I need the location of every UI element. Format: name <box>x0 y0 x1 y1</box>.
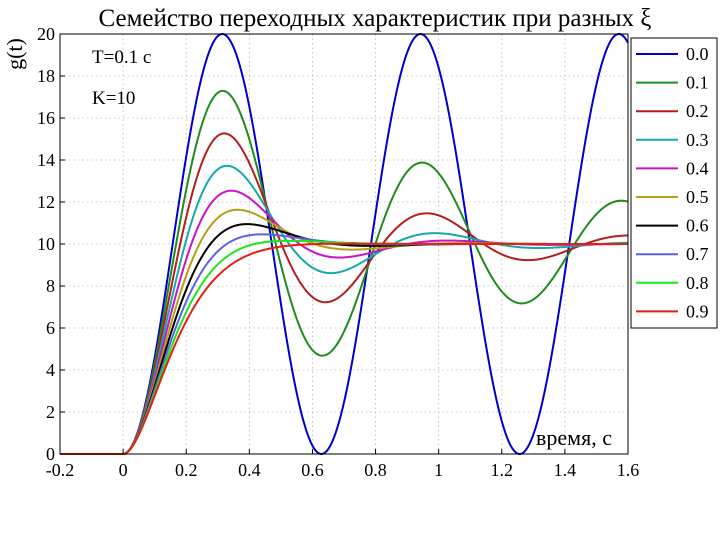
x-tick-label: 0.2 <box>175 460 198 480</box>
annotation-gain: K=10 <box>92 88 135 109</box>
x-tick-label: 0.4 <box>238 460 261 480</box>
legend-label: 0.8 <box>686 273 709 293</box>
x-tick-label: 0.6 <box>301 460 324 480</box>
y-tick-label: 2 <box>46 402 55 422</box>
y-tick-label: 0 <box>46 444 55 464</box>
legend-label: 0.9 <box>686 301 709 321</box>
legend: 0.0 0.1 0.2 0.3 0.4 0.5 0.6 0.7 0.8 0.9 <box>630 37 718 329</box>
tick-labels: -0.2 0 0.2 0.4 0.6 0.8 1 1.2 1.4 1.60246810121416… <box>37 24 639 480</box>
legend-label: 0.3 <box>686 130 709 150</box>
series-line-0.1 <box>59 89 629 455</box>
y-tick-label: 10 <box>37 234 55 254</box>
legend-label: 0.5 <box>686 187 709 207</box>
series-line-0.3 <box>59 164 629 455</box>
x-tick-label: 1.4 <box>554 460 577 480</box>
series-line-0.9 <box>59 242 629 455</box>
legend-label: 0.4 <box>686 158 709 178</box>
legend-label: 0.7 <box>686 244 709 264</box>
y-tick-label: 20 <box>37 24 55 44</box>
y-tick-label: 12 <box>37 192 55 212</box>
y-axis-label: g(t) <box>2 38 27 70</box>
x-tick-label: 1 <box>434 460 443 480</box>
annotation-time-constant: T=0.1 с <box>92 47 151 68</box>
y-tick-label: 8 <box>46 276 55 296</box>
y-tick-label: 18 <box>37 66 55 86</box>
x-tick-label: 1.2 <box>491 460 514 480</box>
x-tick-label: 0.8 <box>364 460 387 480</box>
y-tick-label: 16 <box>37 108 55 128</box>
legend-label: 0.6 <box>686 216 709 236</box>
x-tick-label: -0.2 <box>46 460 75 480</box>
series-layer <box>59 33 629 455</box>
y-tick-label: 14 <box>37 150 55 170</box>
chart-title: Семейство переходных характеристик при р… <box>99 5 652 32</box>
series-line-0.0 <box>59 33 629 455</box>
x-axis-label: время, с <box>536 425 612 450</box>
y-tick-label: 6 <box>46 318 55 338</box>
legend-box <box>630 37 718 329</box>
legend-label: 0.0 <box>686 44 709 64</box>
x-tick-label: 0 <box>119 460 128 480</box>
x-tick-label: 1.6 <box>617 460 640 480</box>
legend-label: 0.2 <box>686 101 709 121</box>
legend-label: 0.1 <box>686 73 709 93</box>
series-line-0.2 <box>59 132 629 455</box>
y-tick-label: 4 <box>46 360 55 380</box>
